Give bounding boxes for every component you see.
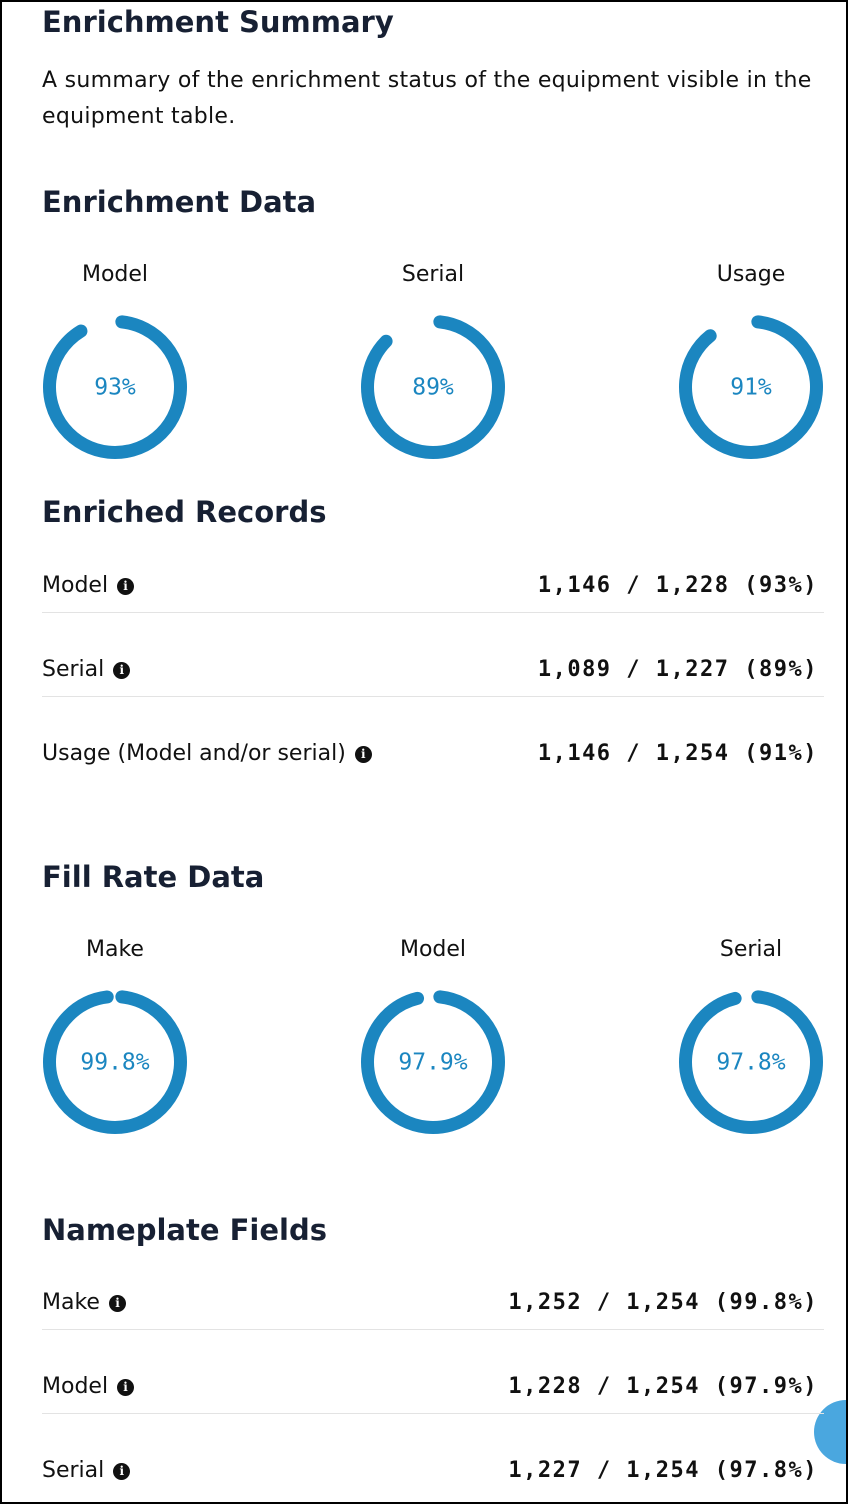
row-label-text: Make [42, 1290, 100, 1315]
row-label: Usage (Model and/or serial) i [42, 739, 372, 769]
page-title: Enrichment Summary [42, 5, 394, 39]
gauge-label: Serial [719, 937, 783, 962]
row-label-text: Usage (Model and/or serial) [42, 741, 346, 766]
gauge-value: 91% [730, 375, 772, 401]
section-title: Fill Rate Data [42, 860, 265, 894]
chat-button[interactable] [814, 1400, 846, 1464]
row-separator [42, 1413, 824, 1414]
row-value: 1,089 / 1,227 (89%) [537, 657, 818, 682]
gauge: 93% [43, 315, 187, 459]
gauge-label: Model [399, 937, 467, 962]
gauge-arc [43, 315, 187, 459]
row-label: Serial i [42, 655, 131, 685]
gauge-value: 97.9% [398, 1050, 467, 1076]
info-icon[interactable]: i [117, 1378, 135, 1396]
section-title: Enrichment Data [42, 185, 317, 219]
row-separator [42, 696, 824, 697]
row-label-text: Model [42, 573, 109, 598]
gauge-label: Model [81, 262, 149, 287]
row-value: 1,146 / 1,254 (91%) [537, 741, 818, 766]
row-label-text: Serial [42, 1458, 105, 1483]
row-value: 1,146 / 1,228 (93%) [537, 573, 818, 598]
row-label: Model i [42, 571, 135, 601]
description: A summary of the enrichment status of th… [42, 68, 812, 129]
row-label-text: Model [42, 1374, 109, 1399]
gauge: 89% [361, 315, 505, 459]
gauge: 97.9% [361, 990, 505, 1134]
row-label: Make i [42, 1288, 126, 1318]
gauge-arc [679, 315, 823, 459]
gauge-arc [361, 315, 505, 459]
row-value: 1,252 / 1,254 (99.8%) [508, 1290, 818, 1315]
info-icon[interactable]: i [354, 745, 372, 763]
gauge: 99.8% [43, 990, 187, 1134]
gauge-value: 99.8% [80, 1050, 149, 1076]
row-label-text: Serial [42, 657, 105, 682]
gauge-label: Usage [716, 262, 786, 287]
row-value: 1,228 / 1,254 (97.9%) [508, 1374, 818, 1399]
gauge-value: 97.8% [716, 1050, 785, 1076]
row-label: Serial i [42, 1456, 131, 1486]
gauge-value: 89% [412, 375, 454, 401]
row-separator [42, 612, 824, 613]
gauge: 97.8% [679, 990, 823, 1134]
row-value: 1,227 / 1,254 (97.8%) [508, 1458, 818, 1483]
gauge-label: Make [86, 937, 144, 962]
section-title: Nameplate Fields [42, 1213, 328, 1247]
row-label: Model i [42, 1372, 135, 1402]
gauge-arc [43, 990, 187, 1134]
section-title: Enriched Records [42, 495, 327, 529]
info-icon[interactable]: i [117, 577, 135, 595]
gauge-value: 93% [94, 375, 136, 401]
row-separator [42, 1329, 824, 1330]
gauge-label: Serial [401, 262, 465, 287]
info-icon[interactable]: i [113, 661, 131, 679]
info-icon[interactable]: i [108, 1294, 126, 1312]
gauge: 91% [679, 315, 823, 459]
gauge-arc [679, 990, 823, 1134]
info-icon[interactable]: i [113, 1462, 131, 1480]
gauge-arc [361, 990, 505, 1134]
